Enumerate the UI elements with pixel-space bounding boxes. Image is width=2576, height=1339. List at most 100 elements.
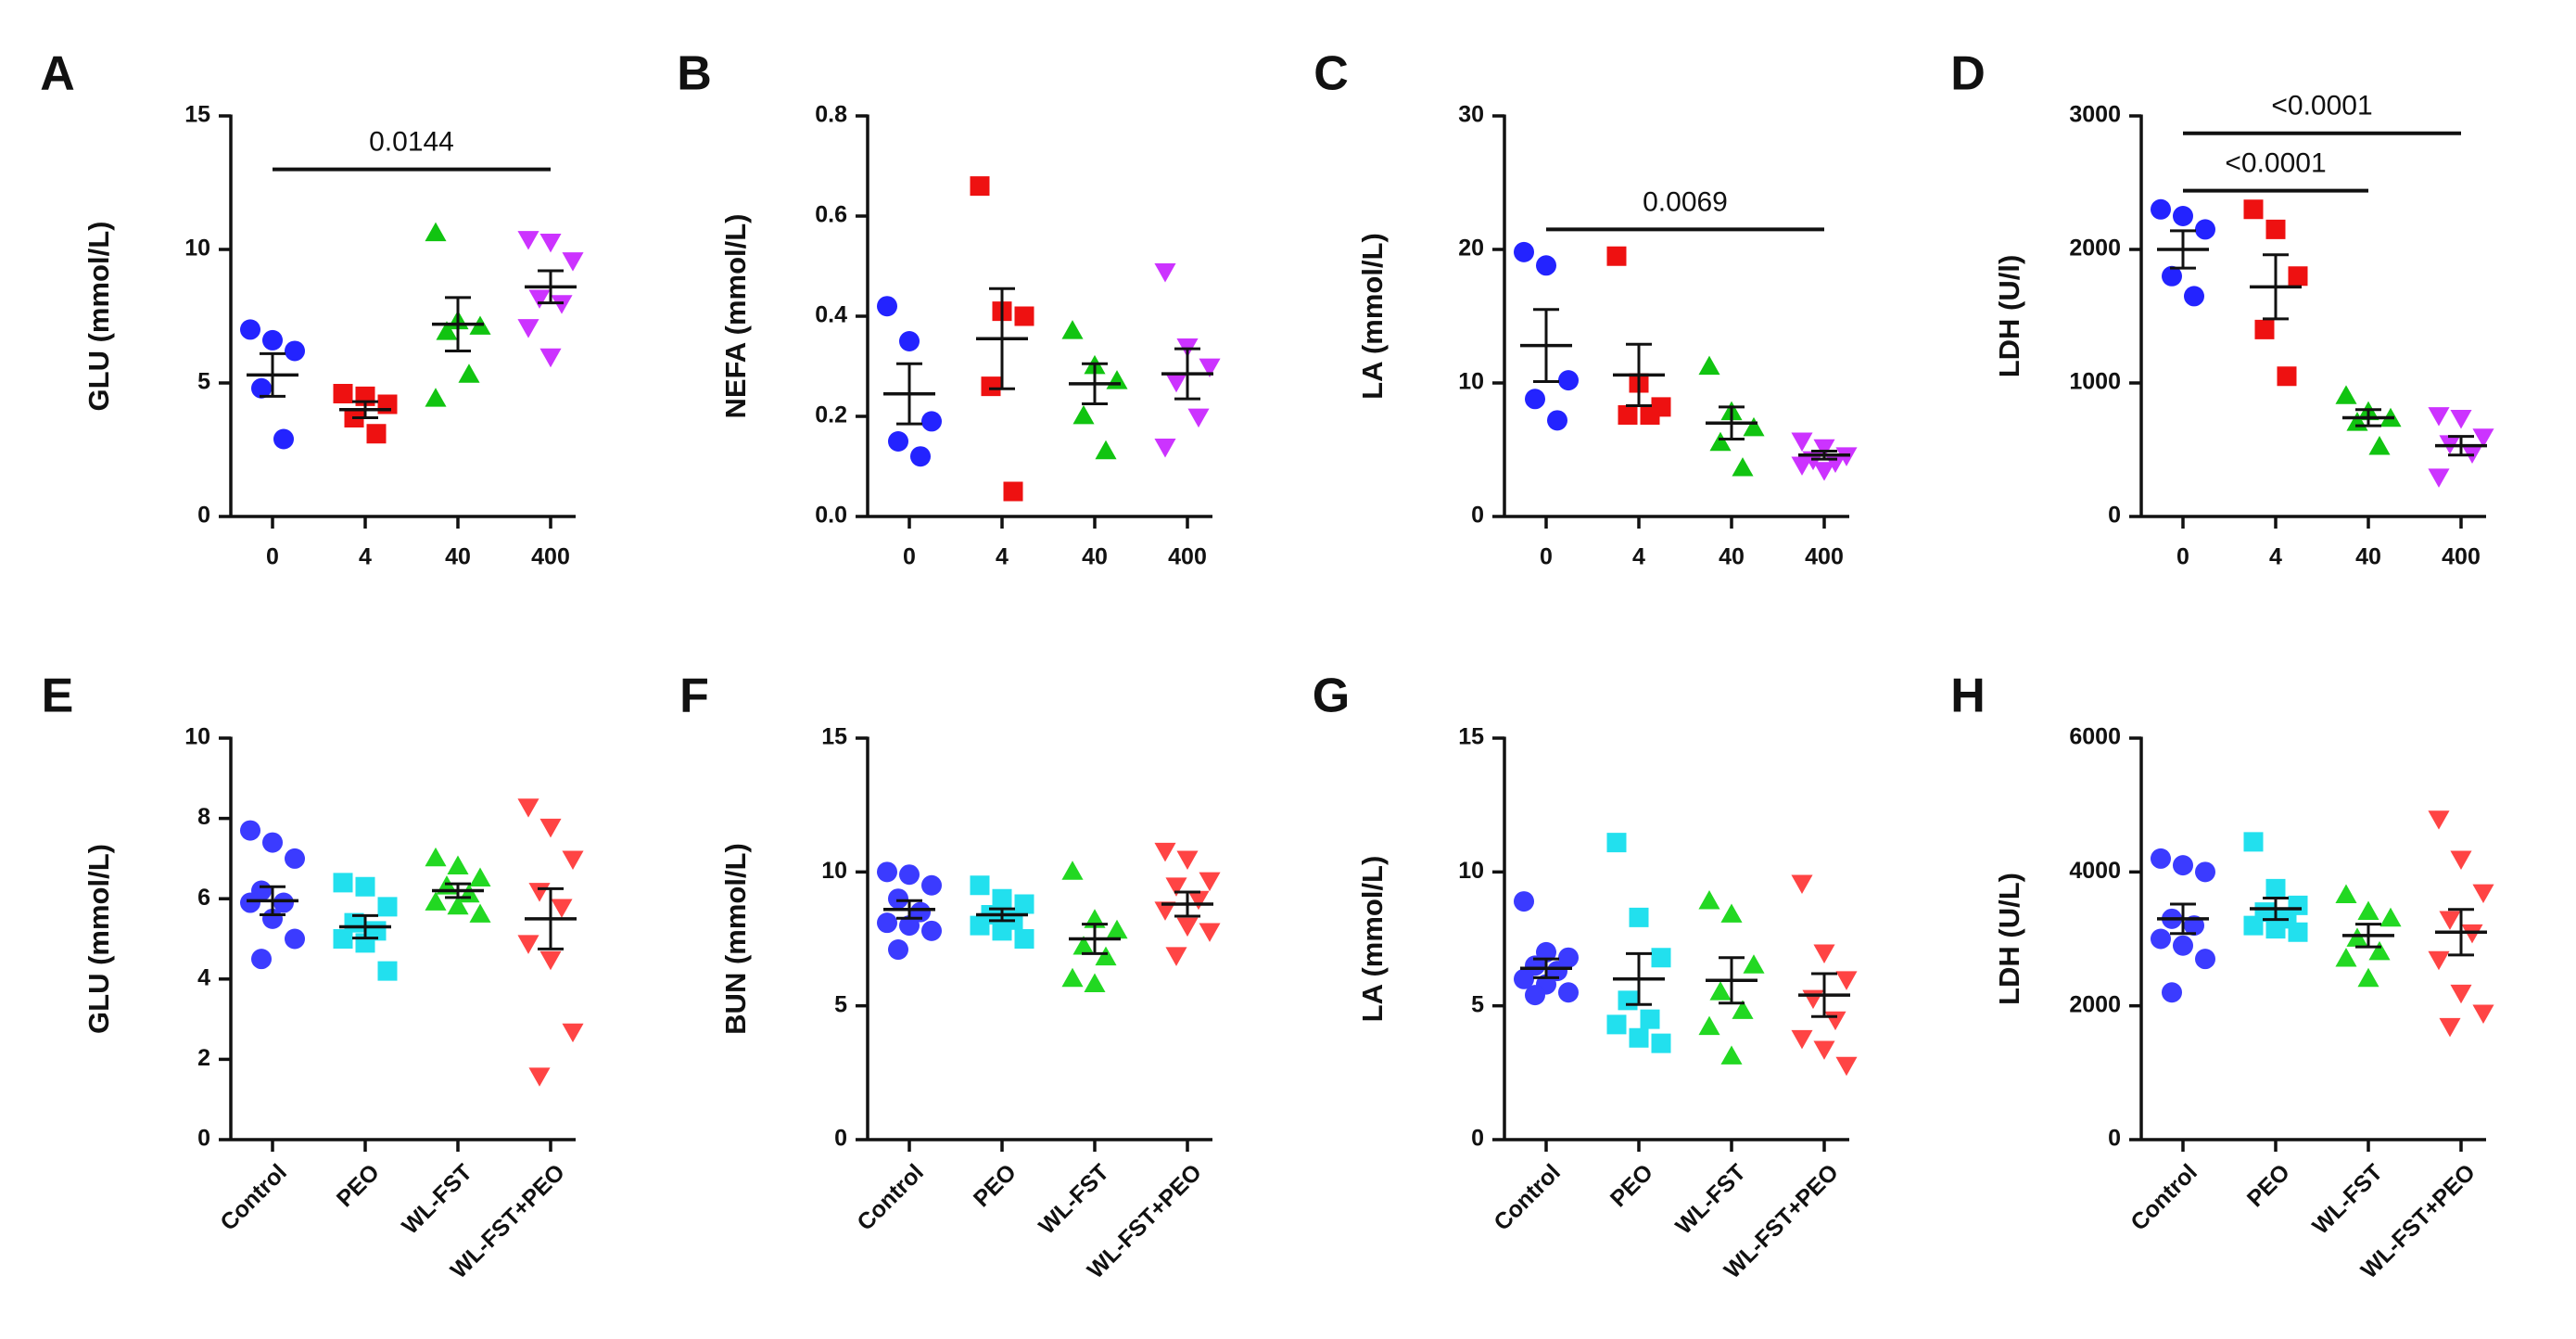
x-tick-label: 4	[1632, 544, 1645, 570]
data-point	[970, 915, 990, 936]
data-point	[1791, 432, 1813, 452]
data-point	[1720, 1045, 1743, 1065]
y-axis-label: GLU (mmol/L)	[82, 222, 115, 412]
data-point	[1072, 936, 1095, 955]
p-value: <0.0001	[2225, 148, 2326, 179]
data-point	[528, 1067, 551, 1087]
x-tick-label: WL-FST	[2307, 1159, 2388, 1240]
data-point	[877, 912, 897, 934]
x-tick-label: 400	[2442, 544, 2481, 570]
y-tick-label: 10	[184, 724, 210, 750]
y-tick-label: 8	[197, 804, 210, 830]
data-point	[285, 928, 305, 950]
panel-letter: E	[42, 670, 74, 723]
data-point	[1743, 954, 1765, 974]
y-axis-label: LA (mmol/L)	[1356, 856, 1389, 1023]
y-axis-label: GLU (mmol/L)	[82, 844, 115, 1034]
data-point	[1651, 948, 1671, 968]
data-point	[1525, 389, 1545, 410]
panel-letter: G	[1313, 670, 1350, 723]
data-point	[2288, 266, 2308, 287]
data-point	[1514, 968, 1534, 989]
y-tick-label: 3000	[2069, 102, 2121, 128]
data-point	[436, 321, 458, 340]
data-point	[377, 961, 398, 981]
data-point	[1106, 370, 1128, 389]
data-point	[1824, 1011, 1846, 1031]
data-point	[1835, 447, 1858, 466]
data-point	[1095, 946, 1117, 966]
data-point	[1199, 923, 1221, 942]
data-point	[2335, 385, 2357, 404]
data-point	[2265, 878, 2286, 899]
data-point	[539, 818, 562, 838]
data-point	[1558, 982, 1579, 1003]
data-point	[2162, 265, 2182, 287]
panel-letter: A	[40, 47, 75, 101]
data-point	[2428, 468, 2450, 488]
data-point	[1165, 947, 1187, 966]
x-tick-label: 4	[996, 544, 1009, 570]
data-point	[921, 920, 942, 941]
data-point	[377, 897, 398, 917]
data-point	[528, 883, 551, 902]
data-point	[1154, 842, 1176, 862]
y-tick-label: 2	[197, 1045, 210, 1071]
y-tick-label: 15	[1458, 724, 1484, 750]
data-point	[1154, 439, 1176, 458]
y-tick-label: 10	[184, 236, 210, 261]
data-point	[273, 892, 294, 913]
data-point	[1813, 462, 1835, 481]
data-point	[888, 939, 908, 961]
data-point	[877, 861, 897, 883]
data-point	[2450, 410, 2472, 429]
data-point	[1536, 255, 1556, 276]
data-point	[425, 891, 447, 911]
data-point	[1558, 947, 1579, 968]
data-point	[1536, 941, 1556, 963]
data-point	[2151, 928, 2171, 950]
data-point	[562, 1023, 584, 1043]
y-tick-label: 4	[197, 964, 210, 990]
y-tick-label: 0	[2108, 1126, 2121, 1152]
panel-letter: D	[1950, 47, 1986, 101]
data-point	[1061, 320, 1084, 339]
data-point	[528, 289, 551, 309]
data-point	[2265, 919, 2286, 939]
y-axis-label: LA (mmol/L)	[1356, 233, 1389, 400]
x-tick-label: Control	[852, 1159, 929, 1236]
panel-letter: F	[679, 670, 709, 723]
data-point	[517, 798, 539, 818]
data-point	[2254, 319, 2275, 339]
data-point	[910, 446, 931, 467]
data-point	[1791, 456, 1813, 476]
data-point	[1176, 917, 1199, 937]
x-tick-label: 4	[359, 544, 372, 570]
data-point	[1629, 1027, 1649, 1048]
panel-letter: B	[677, 47, 712, 101]
data-point	[262, 329, 283, 351]
x-tick-label: PEO	[2242, 1159, 2295, 1212]
data-point	[970, 875, 990, 896]
data-point	[1095, 440, 1117, 460]
y-tick-label: 2000	[2069, 991, 2121, 1017]
y-axis-label: NEFA (mmol/L)	[719, 213, 752, 418]
data-point	[2450, 984, 2472, 1004]
data-point	[333, 929, 353, 949]
data-point	[2243, 199, 2264, 220]
data-point	[2151, 198, 2171, 220]
data-point	[355, 876, 375, 897]
y-tick-label: 6000	[2069, 724, 2121, 750]
data-point	[551, 295, 573, 314]
data-point	[2162, 982, 2182, 1003]
data-point	[2428, 810, 2450, 830]
data-point	[2368, 436, 2391, 455]
data-point	[1014, 894, 1034, 914]
x-tick-label: 0	[266, 544, 279, 570]
data-point	[1547, 410, 1567, 431]
y-tick-label: 10	[1458, 369, 1484, 395]
x-tick-label: PEO	[969, 1159, 1022, 1212]
data-point	[981, 376, 1001, 397]
data-point	[262, 832, 283, 853]
data-point	[1629, 907, 1649, 927]
